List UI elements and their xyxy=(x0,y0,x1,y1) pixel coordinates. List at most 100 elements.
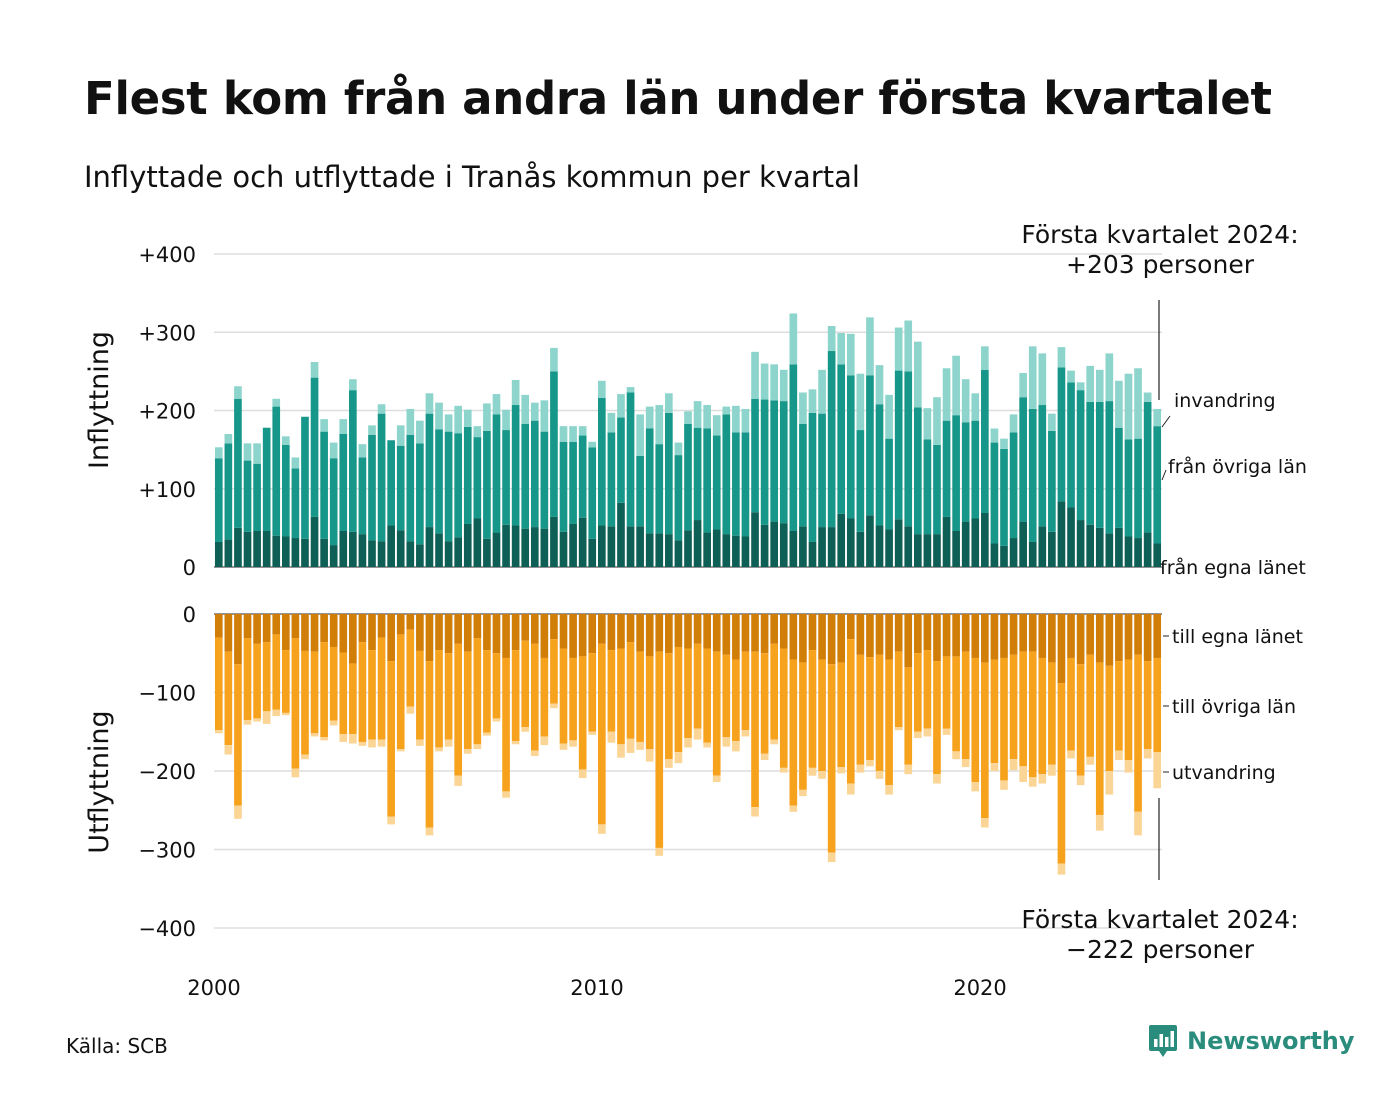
bar-out-emig xyxy=(607,731,616,743)
bar-out-emig xyxy=(703,742,711,748)
bar-in-other xyxy=(559,441,568,532)
bar-out-other xyxy=(349,663,357,735)
bar-in-immig xyxy=(645,406,654,429)
series-label-till-egna-lanet: till egna länet xyxy=(1172,626,1303,648)
bar-in-own xyxy=(550,516,558,567)
bar-out-emig xyxy=(789,805,798,812)
bar-out-emig xyxy=(550,703,558,709)
bar-out-own xyxy=(799,614,807,663)
bar-out-own xyxy=(904,614,913,668)
bar-out-emig xyxy=(416,739,424,746)
bar-in-other xyxy=(665,412,673,535)
bar-out-other xyxy=(224,651,233,746)
bar-out-emig xyxy=(588,731,597,735)
bar-in-other xyxy=(741,432,750,537)
bar-in-immig xyxy=(473,426,482,438)
bar-in-own xyxy=(310,516,319,567)
bar-in-own xyxy=(933,534,941,567)
bar-out-other xyxy=(770,643,779,740)
bar-in-immig xyxy=(827,325,836,352)
y-tick-label-bottom: −200 xyxy=(138,760,196,784)
bar-out-other xyxy=(1153,657,1162,753)
bar-in-other xyxy=(550,371,558,517)
bar-in-other xyxy=(521,423,530,529)
bar-in-other xyxy=(760,399,769,525)
bar-out-other xyxy=(866,657,874,761)
bar-out-other xyxy=(1076,664,1085,776)
bar-in-own xyxy=(1048,531,1056,567)
series-label-till-ovriga-lan: till övriga län xyxy=(1172,696,1296,718)
x-tick-label: 2020 xyxy=(953,976,1006,1000)
bar-out-own xyxy=(272,614,281,635)
bar-out-other xyxy=(933,661,941,775)
bar-in-other xyxy=(502,430,510,525)
bar-in-immig xyxy=(291,457,300,469)
bar-in-immig xyxy=(990,428,999,443)
bar-out-other xyxy=(320,642,328,738)
bar-out-emig xyxy=(693,728,702,740)
bar-out-emig xyxy=(1153,752,1162,789)
bar-in-own xyxy=(1124,536,1133,567)
bar-in-own xyxy=(224,539,233,567)
bar-out-emig xyxy=(253,718,261,722)
bar-in-immig xyxy=(1153,408,1162,427)
bar-out-other xyxy=(454,643,463,776)
bar-in-own xyxy=(1115,527,1123,568)
bar-in-immig xyxy=(760,363,769,400)
bar-out-emig xyxy=(444,739,453,747)
bar-out-own xyxy=(559,614,568,649)
bar-in-other xyxy=(377,413,386,542)
bar-in-other xyxy=(904,371,913,527)
bar-out-own xyxy=(1134,614,1142,655)
bar-in-own xyxy=(502,524,510,567)
bar-out-emig xyxy=(387,816,395,825)
bar-in-other xyxy=(358,457,367,535)
bar-in-other xyxy=(894,370,903,520)
bar-in-other xyxy=(301,416,309,539)
bar-out-own xyxy=(1019,614,1027,652)
bar-out-emig xyxy=(760,753,769,761)
bar-in-immig xyxy=(1095,369,1104,402)
bar-in-other xyxy=(961,422,970,522)
bar-in-own xyxy=(1028,541,1037,567)
bar-in-other xyxy=(655,444,664,534)
bar-out-emig xyxy=(741,730,750,737)
bar-out-emig xyxy=(933,774,941,784)
bar-out-other xyxy=(473,638,482,745)
bar-out-emig xyxy=(818,771,826,779)
bar-out-other xyxy=(483,650,491,733)
bar-in-immig xyxy=(1124,373,1133,440)
annotation-top-line1: Första kvartalet 2024: xyxy=(1021,220,1298,249)
bar-out-emig xyxy=(1019,766,1027,782)
bar-in-own xyxy=(875,525,884,567)
bar-out-emig xyxy=(732,741,740,752)
bar-out-own xyxy=(253,614,261,644)
bar-out-other xyxy=(952,656,960,752)
bar-out-own xyxy=(473,614,482,639)
series-label-invandring: invandring xyxy=(1174,390,1276,412)
bar-in-own xyxy=(377,541,386,567)
bar-in-other xyxy=(597,397,606,526)
bar-in-own xyxy=(1086,524,1095,567)
bar-out-other xyxy=(684,648,692,739)
bar-out-other xyxy=(262,642,271,712)
series-label-utvandring: utvandring xyxy=(1172,762,1276,784)
bar-in-immig xyxy=(703,405,711,429)
bar-in-immig xyxy=(502,409,510,431)
bar-out-emig xyxy=(751,807,759,817)
bar-out-emig xyxy=(521,727,530,732)
bar-in-immig xyxy=(665,393,673,413)
bar-in-own xyxy=(253,531,261,567)
bar-out-own xyxy=(310,614,319,652)
bar-in-other xyxy=(971,420,980,519)
bar-in-immig xyxy=(981,346,989,370)
bar-in-own xyxy=(818,527,826,567)
bar-out-other xyxy=(339,652,348,735)
bar-out-own xyxy=(358,614,367,643)
bar-in-other xyxy=(1048,430,1056,532)
bar-out-other xyxy=(1057,683,1066,864)
bar-out-emig xyxy=(483,732,491,736)
bar-out-emig xyxy=(1009,759,1018,771)
bar-out-emig xyxy=(799,789,807,797)
bar-in-other xyxy=(856,430,865,532)
